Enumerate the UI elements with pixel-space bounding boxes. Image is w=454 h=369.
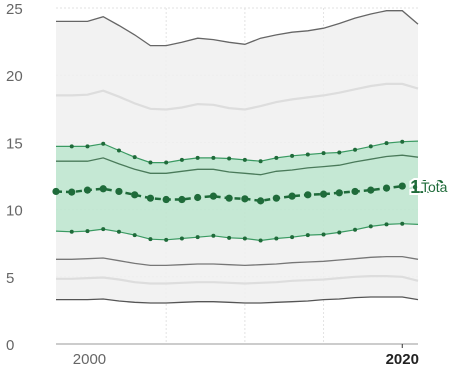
y-tick-label: 25 bbox=[6, 1, 23, 18]
band-lower-point bbox=[274, 236, 279, 241]
band-upper-point bbox=[195, 155, 200, 160]
band-upper-point bbox=[353, 147, 358, 152]
context-line-1 bbox=[56, 82, 419, 111]
band-lower-point bbox=[258, 238, 263, 243]
band-lower-point bbox=[337, 230, 342, 235]
series-end-marker bbox=[412, 184, 418, 190]
band-lower-point bbox=[179, 236, 184, 241]
band-lower-point bbox=[321, 232, 326, 237]
band-lower-point bbox=[305, 233, 310, 238]
y-tick-label: 20 bbox=[6, 68, 23, 85]
band-upper-point bbox=[258, 159, 263, 164]
series-point bbox=[52, 187, 60, 196]
band-upper-point bbox=[148, 160, 153, 165]
band-upper-point bbox=[164, 160, 169, 165]
band-upper-point bbox=[69, 144, 74, 149]
series-point bbox=[351, 187, 359, 196]
series-point bbox=[241, 195, 249, 203]
band-upper-point bbox=[132, 155, 137, 160]
series-point bbox=[272, 194, 280, 202]
band-lower-point bbox=[353, 227, 358, 232]
y-tick-label: 0 bbox=[6, 337, 14, 354]
series-point bbox=[115, 187, 123, 196]
series-point bbox=[194, 193, 202, 202]
background-band-upper-line bbox=[56, 10, 419, 47]
band-lower-point bbox=[242, 236, 247, 241]
band-upper-point bbox=[368, 144, 373, 149]
context-line-2 bbox=[56, 255, 419, 267]
series-point bbox=[367, 186, 375, 194]
series-point bbox=[319, 190, 328, 198]
context-line-3 bbox=[56, 275, 419, 285]
band-upper-point bbox=[337, 150, 342, 155]
band-upper-point bbox=[384, 141, 389, 146]
x-tick-label: 2020 bbox=[386, 351, 419, 368]
band-upper-point bbox=[101, 141, 106, 146]
background-band bbox=[56, 10, 418, 303]
context-lines bbox=[56, 10, 419, 304]
band-lower-point bbox=[164, 237, 169, 242]
band-upper-point bbox=[85, 144, 90, 149]
band-lower-point bbox=[195, 235, 200, 240]
band-upper-point bbox=[400, 139, 405, 144]
series-name-label: Tota bbox=[421, 179, 448, 195]
band-lower-point bbox=[132, 233, 137, 238]
series-point bbox=[99, 185, 107, 193]
band-lower-point bbox=[368, 224, 373, 229]
series-point bbox=[146, 194, 155, 202]
series-point bbox=[398, 182, 406, 190]
series-point bbox=[382, 184, 391, 192]
band-upper-point bbox=[274, 155, 279, 160]
highlight-band-inner-line bbox=[56, 154, 419, 176]
band-upper-point bbox=[211, 155, 216, 160]
series-point bbox=[335, 189, 343, 197]
y-tick-label: 15 bbox=[6, 135, 23, 152]
band-lower-point bbox=[400, 221, 405, 226]
axes: 0 5 10 15 20 25 2000 2020 bbox=[6, 1, 419, 368]
y-tick-label: 5 bbox=[6, 270, 14, 287]
x-tick-label: 2000 bbox=[73, 351, 106, 368]
series-point bbox=[131, 191, 139, 199]
band-lower-point bbox=[227, 235, 232, 240]
context-line-4 bbox=[56, 296, 419, 304]
band-upper-point bbox=[227, 156, 232, 161]
band-lower-point bbox=[211, 233, 216, 238]
highlight-band-upper-edge bbox=[56, 140, 419, 164]
band-upper-point bbox=[116, 148, 121, 153]
band-lower-point bbox=[101, 227, 106, 232]
band-upper-point bbox=[321, 151, 326, 156]
band-upper-point bbox=[179, 157, 184, 162]
band-upper-point bbox=[305, 152, 310, 157]
series-point bbox=[178, 195, 186, 204]
y-tick-label: 10 bbox=[6, 203, 23, 220]
series-point bbox=[83, 186, 92, 194]
band-lower-point bbox=[85, 229, 90, 234]
series-point bbox=[304, 191, 312, 199]
band-upper-point bbox=[290, 153, 295, 158]
highlight-band-lower-edge bbox=[55, 223, 419, 242]
band-lower-point bbox=[148, 237, 153, 242]
series-point bbox=[288, 192, 296, 200]
series-point bbox=[257, 197, 265, 205]
band-upper-point bbox=[242, 157, 247, 162]
band-lower-point bbox=[116, 229, 121, 234]
series-point bbox=[225, 194, 233, 202]
series-point bbox=[209, 192, 217, 200]
band-lower-point bbox=[384, 222, 389, 227]
band-lower-point bbox=[290, 235, 295, 240]
series-point bbox=[162, 195, 170, 204]
band-lower-point bbox=[69, 229, 74, 234]
series-point bbox=[68, 188, 76, 196]
